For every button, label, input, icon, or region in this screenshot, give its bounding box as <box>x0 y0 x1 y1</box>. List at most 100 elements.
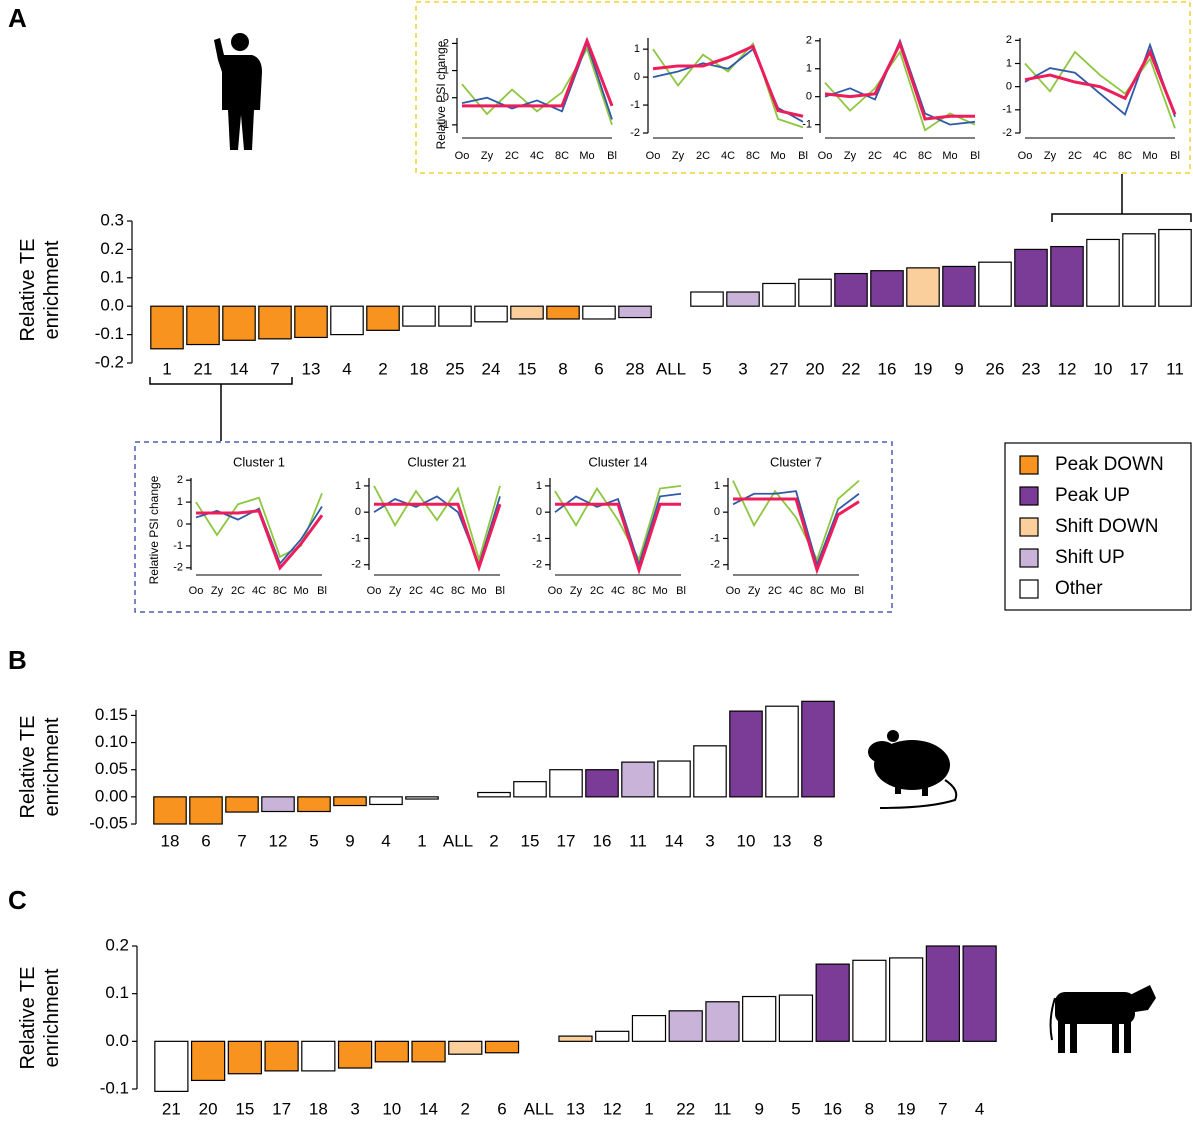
x-tick-label: 10 <box>737 831 756 850</box>
y-tick-label: -1 <box>351 532 361 544</box>
x-tick-label: Oo <box>367 585 382 597</box>
x-tick-label: 27 <box>770 359 789 378</box>
psi-line <box>196 493 322 557</box>
x-tick-label: 10 <box>1094 359 1113 378</box>
x-tick-label: Zy <box>844 150 857 162</box>
bar <box>1159 230 1191 307</box>
x-tick-label: 21 <box>194 359 213 378</box>
y-tick-label: -1 <box>710 532 720 544</box>
x-tick-label: 2C <box>409 585 423 597</box>
bar <box>1015 249 1047 306</box>
x-tick-label: Mo <box>579 150 594 162</box>
y-tick-label: 0.2 <box>105 935 129 954</box>
bar <box>730 711 762 797</box>
y-tick-label: 0.15 <box>95 705 128 724</box>
mouse-silhouette <box>868 730 956 808</box>
x-tick-label: Oo <box>548 585 563 597</box>
bar <box>979 262 1011 306</box>
y-tick-label: 0.0 <box>105 1031 129 1050</box>
x-tick-label: Mo <box>830 585 845 597</box>
x-tick-label: Oo <box>189 585 204 597</box>
bar <box>943 266 975 306</box>
x-tick-label: 16 <box>593 831 612 850</box>
x-tick-label: Oo <box>455 150 470 162</box>
chart: -0.2-0.10.00.10.20.312114713421825241586… <box>0 0 1193 1122</box>
bar <box>802 701 834 797</box>
x-tick-label: 4 <box>342 359 351 378</box>
bar <box>694 746 726 797</box>
x-tick-label: 13 <box>302 359 321 378</box>
x-tick-label: 8C <box>273 585 287 597</box>
bar <box>1087 239 1119 306</box>
psi-line <box>462 41 612 106</box>
x-tick-label: 16 <box>823 1099 842 1118</box>
x-tick-label: Bl <box>317 585 327 597</box>
x-tick-label: Zy <box>570 585 583 597</box>
x-tick-label: 8C <box>555 150 569 162</box>
y-tick-label: 1 <box>806 63 812 75</box>
bar <box>228 1041 261 1073</box>
bar <box>816 964 849 1041</box>
bar <box>478 793 510 797</box>
x-tick-label: 13 <box>773 831 792 850</box>
x-tick-label: 4 <box>381 831 390 850</box>
x-tick-label: 2 <box>461 1099 470 1118</box>
x-tick-label: Zy <box>1044 150 1057 162</box>
x-tick-label: 6 <box>497 1099 506 1118</box>
x-tick-label: 2C <box>768 585 782 597</box>
x-tick-label: Bl <box>970 150 980 162</box>
x-tick-label: 22 <box>842 359 861 378</box>
y-tick-label: 0 <box>714 506 720 518</box>
x-tick-label: 2C <box>505 150 519 162</box>
bar <box>727 292 759 306</box>
x-tick-label: 4C <box>721 150 735 162</box>
inset-title: Cluster 1 <box>233 454 285 469</box>
y-tick-label: -2 <box>710 559 720 571</box>
y-tick-label: -2 <box>351 559 361 571</box>
y-tick-label: -2 <box>1002 127 1012 139</box>
y-tick-label: -0.05 <box>89 813 128 832</box>
psi-line <box>825 52 975 130</box>
y-tick-label: 0 <box>634 71 640 83</box>
bar <box>743 997 776 1042</box>
bar <box>190 797 222 824</box>
x-tick-label: 18 <box>309 1099 328 1118</box>
x-tick-label: Mo <box>471 585 486 597</box>
y-tick-label: 2 <box>1006 34 1012 46</box>
x-tick-label: 4C <box>893 150 907 162</box>
psi-line <box>374 504 500 567</box>
panel-letter: A <box>8 3 27 33</box>
x-tick-label: 21 <box>162 1099 181 1118</box>
bar <box>779 995 812 1041</box>
x-tick-label: 7 <box>237 831 246 850</box>
y-tick-label: 0 <box>355 506 361 518</box>
inset-box <box>416 2 1190 173</box>
y-tick-label: 1 <box>355 480 361 492</box>
x-tick-label: 15 <box>235 1099 254 1118</box>
x-tick-label: 8C <box>810 585 824 597</box>
x-tick-label: 6 <box>594 359 603 378</box>
legend-swatch <box>1020 487 1038 505</box>
bar <box>550 770 582 797</box>
bar <box>485 1041 518 1052</box>
x-tick-label: 8C <box>451 585 465 597</box>
bar <box>226 797 258 812</box>
x-tick-label: ALL <box>443 831 473 850</box>
x-tick-label: 12 <box>269 831 288 850</box>
x-tick-label: 9 <box>754 1099 763 1118</box>
x-tick-label: 8C <box>632 585 646 597</box>
bar <box>853 960 886 1041</box>
panel-letter: B <box>8 645 27 675</box>
x-tick-label: Oo <box>1018 150 1033 162</box>
bar <box>370 797 402 805</box>
y-tick-label: 0.0 <box>100 296 124 315</box>
x-tick-label: Zy <box>389 585 402 597</box>
legend-label: Other <box>1055 578 1103 599</box>
x-tick-label: 9 <box>954 359 963 378</box>
bar <box>596 1031 629 1041</box>
x-tick-label: 20 <box>806 359 825 378</box>
x-tick-label: 25 <box>446 359 465 378</box>
bar <box>262 797 294 812</box>
psi-line <box>733 499 859 570</box>
bar <box>331 306 363 334</box>
